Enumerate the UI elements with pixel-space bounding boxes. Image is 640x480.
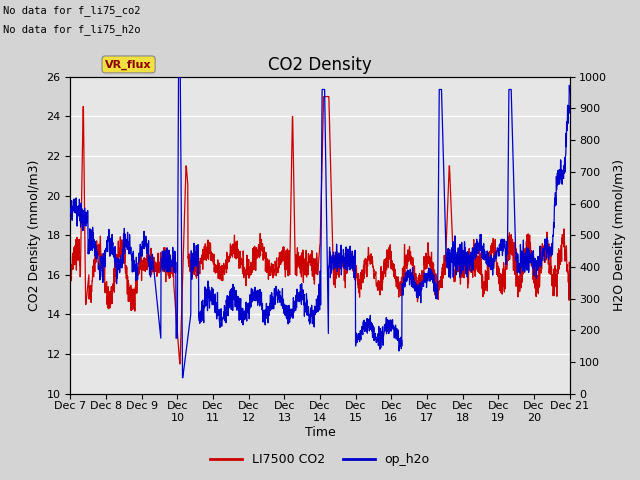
Text: VR_flux: VR_flux (106, 60, 152, 70)
Text: No data for f_li75_h2o: No data for f_li75_h2o (3, 24, 141, 35)
X-axis label: Time: Time (305, 426, 335, 439)
Y-axis label: H2O Density (mmol/m3): H2O Density (mmol/m3) (613, 159, 626, 311)
Y-axis label: CO2 Density (mmol/m3): CO2 Density (mmol/m3) (28, 159, 41, 311)
Title: CO2 Density: CO2 Density (268, 56, 372, 74)
Text: No data for f_li75_co2: No data for f_li75_co2 (3, 5, 141, 16)
Legend: LI7500 CO2, op_h2o: LI7500 CO2, op_h2o (205, 448, 435, 471)
